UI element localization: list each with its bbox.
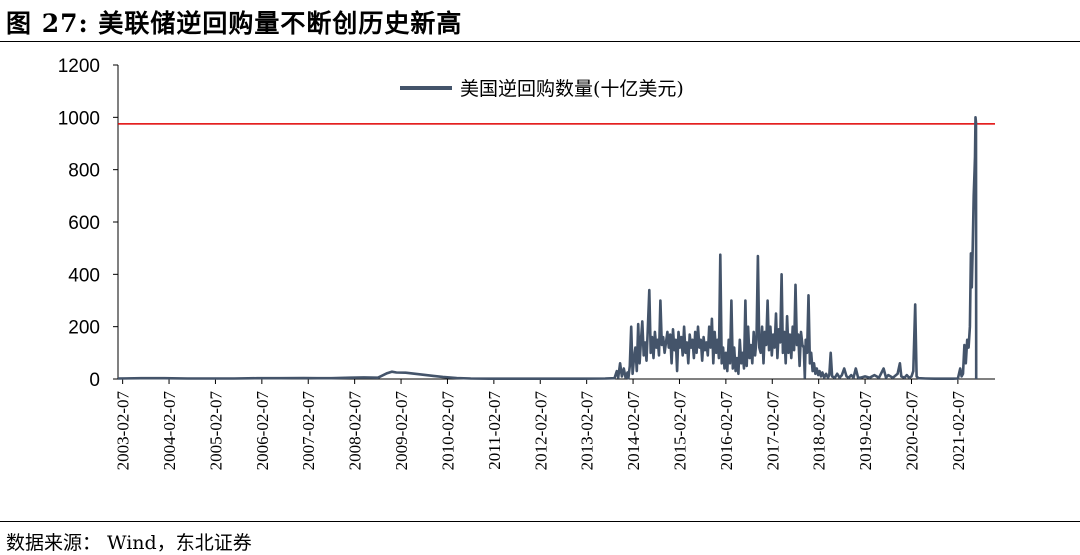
- y-tick-label: 1200: [58, 56, 100, 77]
- source-note: 数据来源： Wind，东北证券: [6, 532, 252, 554]
- x-tick-label: 2017-02-07: [763, 391, 782, 471]
- y-tick-label: 1000: [58, 108, 100, 129]
- title-rule: [0, 41, 1080, 42]
- chart-legend: 美国逆回购数量(十亿美元): [400, 78, 684, 100]
- x-tick-label: 2003-02-07: [114, 391, 133, 471]
- y-tick-label: 600: [68, 213, 100, 234]
- chart-axes: 0 200 400 600 800 1000 1200 2003-02-07 2004-02-0…: [58, 56, 995, 470]
- legend-label: 美国逆回购数量(十亿美元): [460, 78, 684, 100]
- x-tick-label: 2015-02-07: [670, 391, 689, 471]
- y-tick-label: 800: [68, 161, 100, 182]
- x-tick-label: 2004-02-07: [160, 391, 179, 471]
- series-line: [117, 116, 978, 380]
- x-tick-label: 2018-02-07: [810, 391, 829, 471]
- x-tick-label: 2009-02-07: [392, 391, 411, 471]
- x-tick-label: 2014-02-07: [624, 391, 643, 471]
- y-tick-label: 400: [68, 265, 100, 286]
- x-tick-label: 2006-02-07: [253, 391, 272, 471]
- x-tick-label: 2010-02-07: [438, 391, 457, 471]
- x-tick-label: 2013-02-07: [578, 391, 597, 471]
- x-tick-label: 2019-02-07: [856, 391, 875, 471]
- y-tick-label: 0: [89, 370, 100, 391]
- x-tick-label: 2005-02-07: [206, 391, 225, 471]
- x-tick-label: 2007-02-07: [299, 391, 318, 471]
- x-tick-label: 2012-02-07: [531, 391, 550, 471]
- chart-marks: [117, 116, 995, 380]
- x-tick-label: 2016-02-07: [717, 391, 736, 471]
- x-tick-label: 2008-02-07: [346, 391, 365, 471]
- y-tick-label: 200: [68, 318, 100, 339]
- x-tick-label: 2020-02-07: [902, 391, 921, 471]
- figure-title: 图 27: 美联储逆回购量不断创历史新高: [6, 9, 463, 38]
- x-tick-label: 2021-02-07: [949, 391, 968, 471]
- x-tick-label: 2011-02-07: [485, 391, 504, 470]
- source-rule: [0, 521, 1080, 522]
